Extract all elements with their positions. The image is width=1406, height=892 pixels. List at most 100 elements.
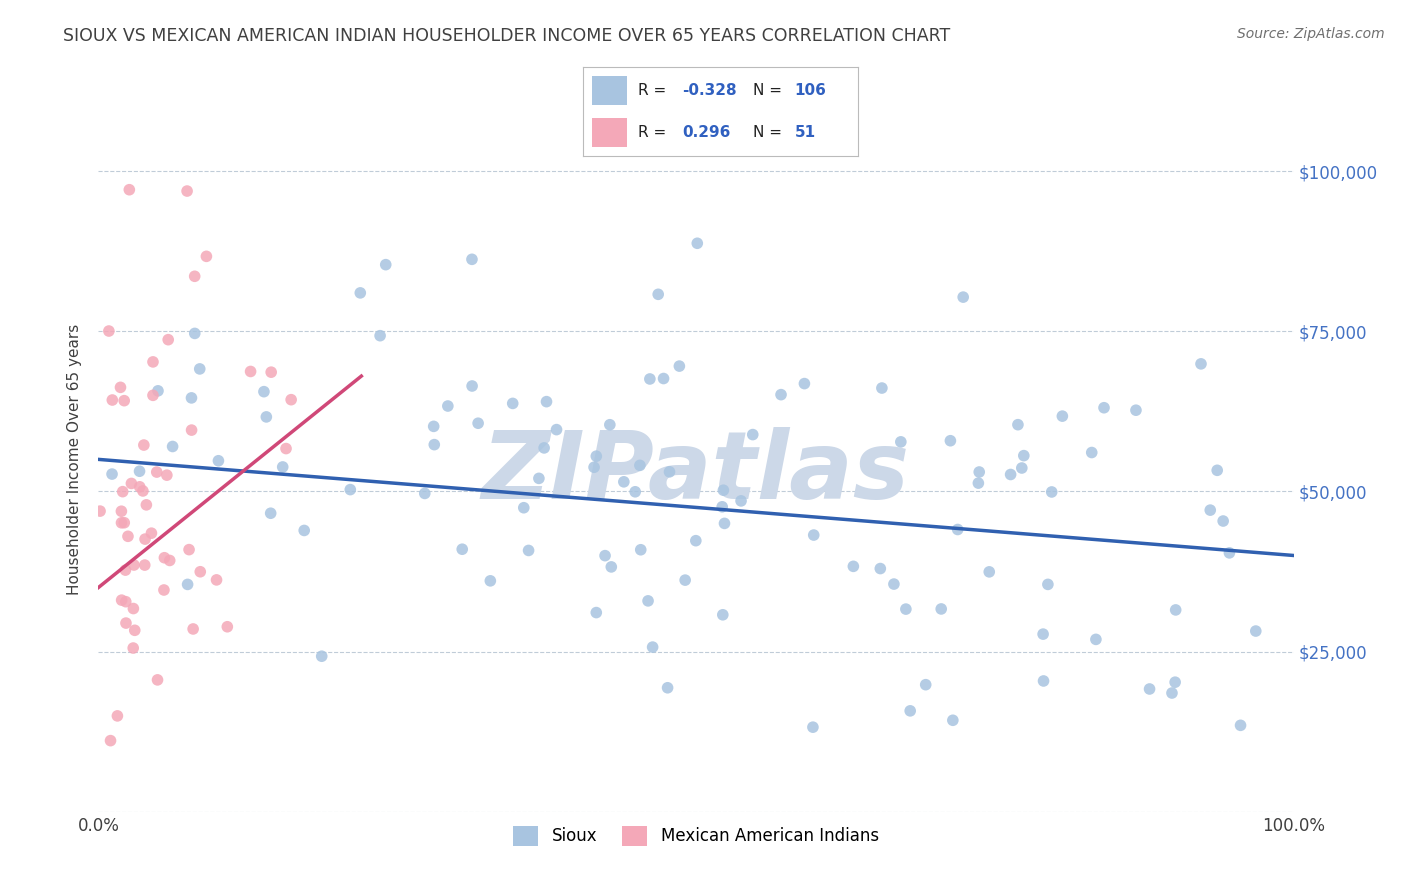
Point [111,484,134,499]
Point [114,595,136,609]
Point [253,384,276,399]
Point [793,376,815,391]
Point [374,258,396,272]
Point [979,565,1001,579]
Point [1052,409,1074,424]
Point [115,616,138,631]
Text: R =: R = [638,125,672,139]
Point [260,365,283,379]
Point [673,573,696,587]
Point [668,359,690,373]
Point [517,543,540,558]
Point [1212,514,1234,528]
Point [685,533,707,548]
Point [585,606,607,620]
Point [801,720,824,734]
Point [120,476,142,491]
Point [311,649,333,664]
Point [479,574,502,588]
Point [451,542,474,557]
Point [157,333,180,347]
Point [141,526,163,541]
Point [546,423,568,437]
Point [122,601,145,615]
Point [118,183,141,197]
Point [628,458,651,473]
Point [730,494,752,508]
Point [1084,632,1107,647]
Point [132,483,155,498]
Point [686,236,709,251]
Point [583,460,606,475]
FancyBboxPatch shape [592,118,627,147]
Point [624,484,647,499]
Point [1125,403,1147,417]
Point [97,324,120,338]
Point [112,516,135,530]
Point [260,506,283,520]
Point [339,483,361,497]
Point [124,624,146,638]
Point [280,392,302,407]
Point [112,393,135,408]
Point [1092,401,1115,415]
Point [585,449,607,463]
Point [513,500,536,515]
Point [1036,577,1059,591]
Point [657,681,679,695]
Point [134,558,156,572]
Point [132,438,155,452]
Point [1080,445,1102,459]
Point [952,290,974,304]
Point [162,440,184,454]
Point [176,184,198,198]
Point [188,565,211,579]
Point [274,442,297,456]
Point [533,441,555,455]
Text: ZIPatlas: ZIPatlas [482,427,910,519]
Point [205,573,228,587]
Point [536,394,558,409]
Point [146,673,169,687]
Point [181,622,204,636]
Point [145,465,167,479]
Point [842,559,865,574]
Text: Source: ZipAtlas.com: Source: ZipAtlas.com [1237,27,1385,41]
Point [946,523,969,537]
Legend: Sioux, Mexican American Indians: Sioux, Mexican American Indians [506,819,886,853]
Text: R =: R = [638,83,672,97]
Point [1000,467,1022,482]
Point [1032,673,1054,688]
Point [105,709,128,723]
Point [1007,417,1029,432]
Point [1011,461,1033,475]
Text: 0.296: 0.296 [682,125,731,139]
Point [652,371,675,385]
Point [600,560,623,574]
Y-axis label: Householder Income Over 65 years: Householder Income Over 65 years [67,324,83,595]
Point [292,524,315,538]
Point [1218,546,1240,560]
Point [122,558,145,572]
Point [929,602,952,616]
Text: 106: 106 [794,83,827,97]
Point [195,249,218,263]
Text: SIOUX VS MEXICAN AMERICAN INDIAN HOUSEHOLDER INCOME OVER 65 YEARS CORRELATION CH: SIOUX VS MEXICAN AMERICAN INDIAN HOUSEHO… [63,27,950,45]
Point [593,549,616,563]
Point [142,355,165,369]
Point [110,380,132,394]
Point [101,467,124,481]
Point [461,252,484,267]
Point [368,328,391,343]
Point [898,704,921,718]
Point [422,419,444,434]
Point [942,713,965,727]
Point [114,563,136,577]
Point [1139,681,1161,696]
Point [239,364,262,378]
Text: 51: 51 [794,125,815,139]
Point [117,529,139,543]
Point [613,475,636,489]
Point [217,620,239,634]
Point [207,454,229,468]
